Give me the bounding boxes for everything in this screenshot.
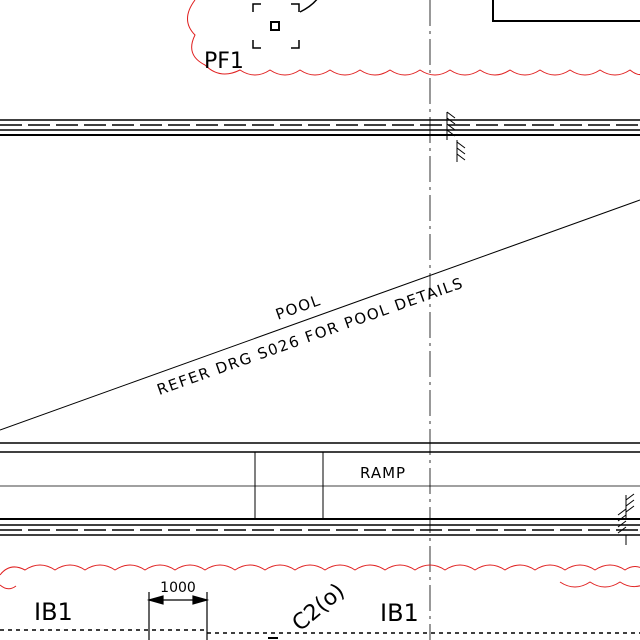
column-c2o-label-group: C2(o) xyxy=(288,579,350,637)
dimension-1000-label: 1000 xyxy=(160,580,196,596)
ib1-label-left: IB1 xyxy=(34,598,73,626)
revision-cloud-top xyxy=(187,0,640,76)
pool-diagonal-line xyxy=(0,199,640,431)
ramp-label: RAMP xyxy=(360,464,406,482)
square-column-icon xyxy=(252,0,318,49)
revision-cloud-bottom xyxy=(0,564,640,590)
dimension-arrow-icon xyxy=(146,595,164,605)
top-right-box xyxy=(492,0,640,22)
ib1-label-right: IB1 xyxy=(380,599,419,627)
wall-band-bottom xyxy=(0,518,640,536)
dimension-arrow-icon xyxy=(192,595,210,605)
earth-hatch-icon xyxy=(617,493,635,545)
pool-label: POOL xyxy=(273,291,323,324)
pool-label-group: POOL xyxy=(273,291,323,324)
earth-hatch-icon xyxy=(446,111,466,162)
wall-band-top xyxy=(0,119,640,136)
bottom-wall-line xyxy=(0,629,640,639)
column-c2o-label: C2(o) xyxy=(288,579,350,637)
dimension-1000 xyxy=(146,592,210,640)
pf1-label: PF1 xyxy=(204,49,244,74)
ramp-band xyxy=(0,442,640,519)
